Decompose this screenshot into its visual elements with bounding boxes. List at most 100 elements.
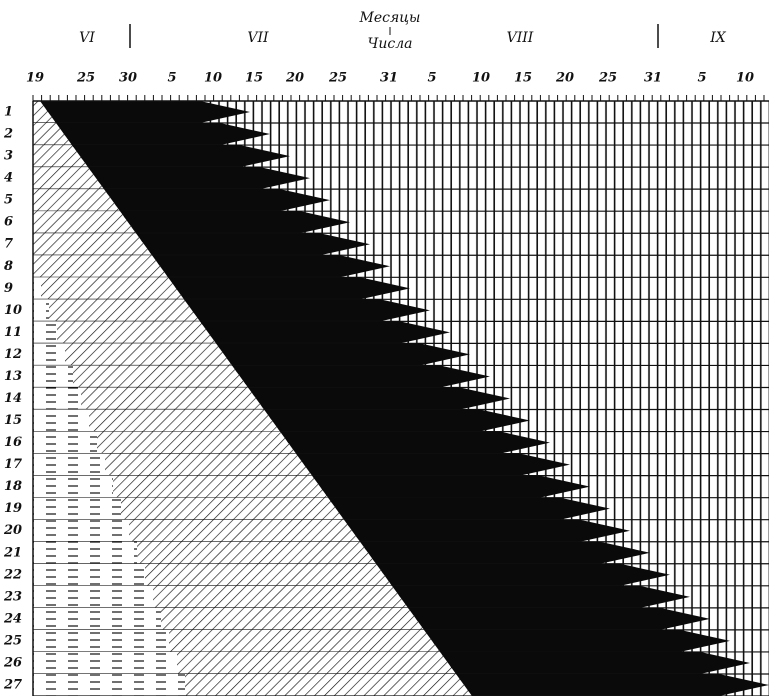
row-label: 16 [4,435,22,450]
hatch-zone [49,299,200,322]
dash-zone [33,409,89,432]
dash-zone [33,541,137,564]
row-label: 15 [4,413,22,428]
black-zone [72,145,290,168]
hatch-zone [33,189,120,212]
black-zone [216,343,470,366]
hatch-zone [161,607,424,630]
dash-zone [33,673,185,696]
black-zone [344,519,630,542]
dash-zone [33,497,121,520]
black-zone [104,189,330,212]
black-zone [40,101,250,124]
day-label: 25 [76,71,95,86]
row-label: 3 [4,149,13,164]
hatch-zone [153,585,408,608]
row-label: 22 [3,567,22,582]
black-zone [168,277,410,300]
dash-zone [33,277,41,300]
row-label: 21 [3,545,22,560]
hatch-zone [105,453,312,476]
black-zone [392,585,690,608]
day-label: 25 [328,71,347,86]
black-zone [184,299,430,322]
row-label: 25 [3,633,22,648]
day-label: 5 [697,71,706,86]
row-label: 13 [4,369,22,384]
hatch-zone [169,629,440,652]
black-zone [248,387,510,410]
hatch-zone [33,145,88,168]
black-zone [440,651,750,674]
hatch-zone [121,497,344,520]
row-label: 2 [3,127,13,142]
month-label: IX [709,30,727,46]
hatch-zone [65,343,232,366]
hatch-zone [113,475,328,498]
black-zone [200,321,450,344]
row-label: 18 [4,479,22,494]
hatch-zone [41,277,184,300]
plot-area: 1234567891011121314151617181920212223242… [3,95,769,696]
black-zone [280,431,550,454]
hatch-zone [33,167,104,190]
black-zone [328,497,610,520]
black-zone [88,167,310,190]
dash-zone [33,299,49,322]
row-label: 11 [4,325,22,340]
row-label: 14 [4,391,22,406]
days-title: Числа [368,36,413,52]
row-label: 27 [3,677,22,692]
day-label: 10 [204,71,222,86]
row-label: 26 [3,655,22,670]
month-label: VII [247,30,269,46]
row-label: 12 [4,347,22,362]
day-label: 20 [285,71,304,86]
black-zone [312,475,590,498]
day-label: 31 [380,71,398,86]
row-label: 23 [3,589,22,604]
day-label: 5 [427,71,436,86]
hatch-zone [185,673,472,696]
row-label: 20 [3,523,22,538]
day-label: 20 [555,71,574,86]
dash-zone [33,607,161,630]
hatch-zone [33,233,152,256]
months-title: Месяцы [359,10,421,26]
black-zone [136,233,370,256]
row-label: 7 [4,237,13,252]
black-zone [264,409,530,432]
dash-zone [33,475,113,498]
row-label: 6 [4,215,13,230]
row-label: 17 [4,457,22,472]
hatch-zone [33,211,136,234]
black-zone [376,563,670,586]
black-zone [424,629,730,652]
day-label: 25 [598,71,617,86]
hatch-zone [33,101,56,124]
row-label: 19 [4,501,22,516]
hatch-zone [129,519,360,542]
black-zone [152,255,390,278]
month-label: VIII [507,30,534,46]
hatch-zone [33,123,72,146]
dash-zone [33,585,153,608]
day-label: 10 [472,71,490,86]
dash-zone [33,387,81,410]
row-label: 1 [4,105,13,120]
row-label: 10 [4,303,22,318]
day-label: 31 [644,71,662,86]
black-zone [360,541,650,564]
day-label: 10 [736,71,754,86]
row-label: 24 [3,611,22,626]
hatch-zone [137,541,376,564]
hatch-zone [81,387,264,410]
hatch-zone [145,563,392,586]
row-label: 5 [4,193,13,208]
hatch-zone [177,651,456,674]
black-zone [408,607,710,630]
black-zone [296,453,570,476]
day-label: 30 [119,71,137,86]
dash-zone [33,453,105,476]
